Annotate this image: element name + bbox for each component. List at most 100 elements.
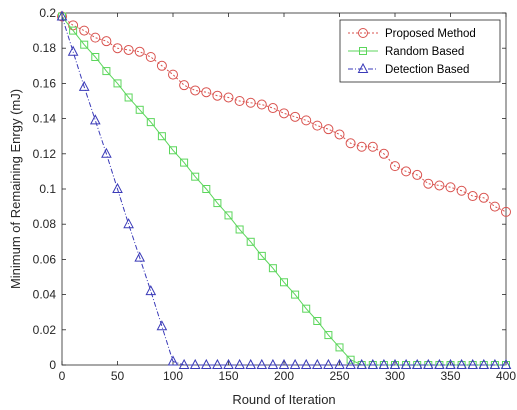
legend-label: Detection Based bbox=[385, 64, 469, 76]
data-point bbox=[401, 166, 412, 177]
data-point bbox=[224, 211, 233, 220]
series-line-detection-based bbox=[61, 16, 506, 366]
y-tick-label: 0.02 bbox=[33, 323, 57, 337]
data-point bbox=[169, 146, 177, 155]
data-point bbox=[212, 358, 223, 369]
data-point bbox=[145, 52, 156, 62]
x-tick-label: 100 bbox=[163, 369, 183, 383]
x-tick-label: 350 bbox=[440, 369, 460, 383]
data-point bbox=[134, 251, 146, 262]
data-point bbox=[124, 93, 133, 102]
data-point bbox=[367, 358, 379, 369]
series-proposed-method bbox=[57, 11, 511, 217]
data-point bbox=[313, 317, 322, 325]
data-point bbox=[334, 129, 345, 140]
legend-marker bbox=[359, 47, 367, 55]
data-point bbox=[290, 111, 301, 122]
legend: Proposed Method Random Based Detection Bas… bbox=[339, 19, 501, 83]
data-point bbox=[390, 161, 400, 172]
data-point bbox=[223, 92, 234, 103]
legend-entry: Proposed Method bbox=[348, 28, 476, 40]
data-point bbox=[301, 115, 312, 126]
data-point bbox=[89, 114, 101, 125]
data-point bbox=[478, 192, 489, 203]
data-point bbox=[80, 40, 89, 49]
data-point bbox=[268, 264, 277, 273]
legend-marker bbox=[358, 28, 368, 38]
data-point bbox=[291, 290, 300, 299]
legend-entry: Random Based bbox=[348, 46, 464, 58]
data-point bbox=[478, 358, 490, 369]
data-point bbox=[267, 103, 278, 114]
data-point bbox=[302, 304, 311, 313]
data-point bbox=[101, 36, 112, 47]
y-axis-label: Minimum of Remaining Enrgy (mJ) bbox=[8, 89, 23, 289]
data-point bbox=[345, 138, 356, 149]
data-point bbox=[256, 99, 267, 110]
data-point bbox=[267, 358, 279, 369]
data-point bbox=[257, 251, 266, 260]
data-point bbox=[134, 46, 145, 57]
x-tick-label: 50 bbox=[111, 369, 125, 383]
data-point bbox=[346, 355, 355, 364]
data-point bbox=[334, 358, 345, 369]
data-point bbox=[234, 358, 245, 369]
data-point bbox=[179, 80, 190, 91]
data-point bbox=[456, 358, 467, 369]
data-point bbox=[235, 225, 244, 234]
data-point bbox=[156, 60, 167, 71]
data-point bbox=[79, 25, 90, 36]
data-point bbox=[180, 158, 189, 167]
data-point bbox=[146, 118, 155, 127]
data-point bbox=[167, 355, 179, 366]
data-point bbox=[168, 69, 178, 80]
data-point bbox=[123, 218, 134, 229]
legend-label: Random Based bbox=[385, 46, 464, 58]
data-point bbox=[112, 182, 123, 193]
y-tick-label: 0.1 bbox=[39, 182, 56, 196]
y-tick-label: 0.14 bbox=[33, 112, 57, 126]
data-point bbox=[489, 358, 501, 369]
data-point bbox=[434, 358, 445, 369]
data-point bbox=[91, 53, 100, 61]
data-point bbox=[157, 132, 166, 141]
data-point bbox=[123, 44, 134, 55]
data-point bbox=[345, 358, 356, 369]
y-tick-label: 0.16 bbox=[33, 76, 57, 90]
y-tick-label: 0.08 bbox=[33, 217, 57, 231]
data-point bbox=[246, 237, 255, 246]
data-point bbox=[245, 358, 257, 369]
data-point bbox=[280, 278, 288, 287]
data-point bbox=[378, 358, 390, 369]
data-point bbox=[456, 185, 467, 196]
data-point bbox=[311, 358, 323, 369]
data-point bbox=[223, 358, 234, 369]
data-point bbox=[324, 331, 333, 340]
legend-marker bbox=[357, 62, 369, 73]
data-point bbox=[279, 108, 289, 119]
data-point bbox=[213, 199, 222, 208]
data-point bbox=[323, 124, 334, 135]
data-point bbox=[112, 43, 123, 54]
data-point bbox=[312, 120, 323, 131]
y-tick-label: 0.06 bbox=[33, 252, 57, 266]
data-point bbox=[101, 147, 112, 158]
x-axis: 0 50 100 150 200 250 300 350 400 bbox=[59, 13, 516, 383]
data-point bbox=[412, 169, 423, 180]
x-tick-label: 400 bbox=[496, 369, 516, 383]
x-tick-label: 200 bbox=[274, 369, 294, 383]
data-point bbox=[423, 178, 434, 189]
data-point bbox=[323, 358, 334, 369]
y-tick-label: 0.12 bbox=[33, 147, 57, 161]
data-point bbox=[389, 358, 401, 369]
data-point bbox=[256, 358, 268, 369]
data-point bbox=[245, 97, 256, 108]
data-point bbox=[434, 180, 445, 191]
x-tick-label: 250 bbox=[329, 369, 349, 383]
data-point bbox=[234, 96, 245, 106]
data-point bbox=[489, 201, 500, 212]
data-point bbox=[422, 358, 434, 369]
data-point bbox=[300, 358, 312, 369]
data-point bbox=[400, 358, 412, 369]
data-point bbox=[289, 358, 301, 369]
